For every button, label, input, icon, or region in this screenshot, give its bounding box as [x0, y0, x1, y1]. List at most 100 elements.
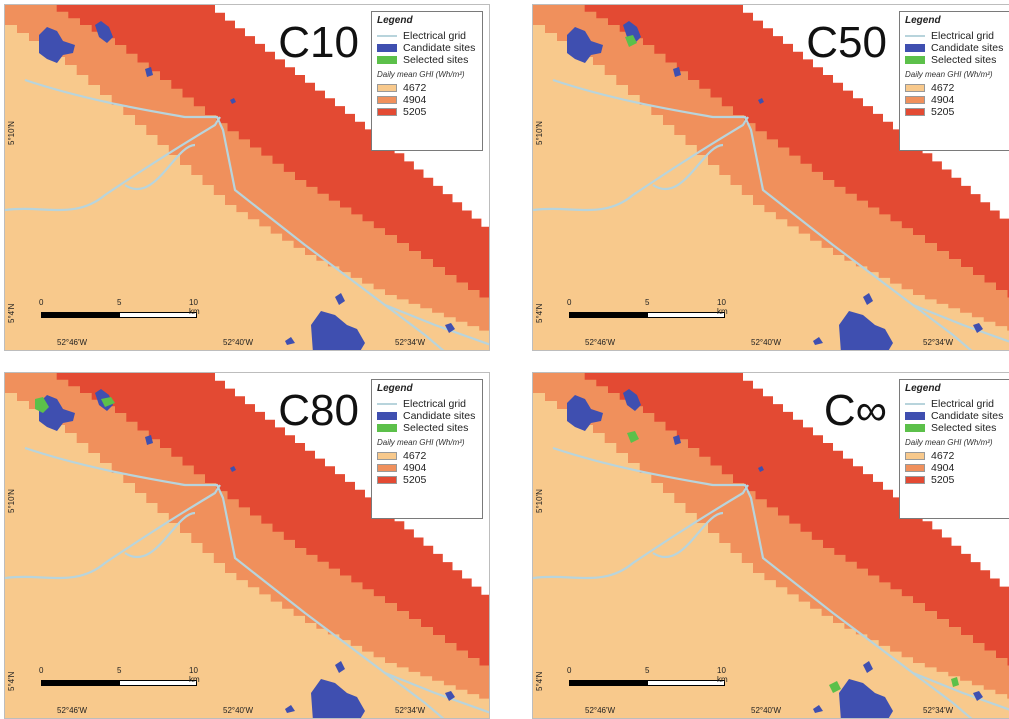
electrical-grid-line [652, 143, 724, 190]
electrical-grid-line [912, 672, 973, 718]
legend-title: Legend [377, 383, 413, 394]
scale-bar-tick: 10 km [189, 666, 200, 684]
legend-item: Electrical grid [905, 30, 1005, 42]
longitude-label: 52°34'W [395, 706, 426, 715]
legend-ghi-value: 4904 [931, 462, 955, 474]
legend-item-label: Candidate sites [403, 410, 476, 422]
candidate-site [145, 435, 153, 445]
candidate-site [567, 27, 603, 63]
legend-ghi-value: 4672 [931, 450, 955, 462]
candidate-site [623, 389, 641, 411]
latitude-label: 5°4'N [7, 671, 16, 691]
scale-bar-segment [647, 680, 725, 686]
legend-swatch [377, 35, 397, 37]
candidate-site [95, 21, 113, 43]
electrical-grid-line [384, 672, 445, 718]
scale-bar-segment [119, 312, 197, 318]
legend-swatch [377, 476, 397, 484]
candidate-site [567, 395, 603, 431]
selected-site [35, 397, 49, 413]
scale-bar-tick: 10 km [717, 298, 728, 316]
electrical-grid-line [124, 143, 196, 190]
candidate-site [673, 435, 681, 445]
legend-item: Candidate sites [905, 42, 1005, 54]
latitude-label: 5°4'N [7, 303, 16, 323]
candidate-site [813, 705, 823, 713]
map-panel-c10: C10 Legend Electrical grid Candidate sites S… [4, 4, 490, 351]
selected-site [627, 431, 639, 443]
legend-swatch [905, 84, 925, 92]
legend-swatch [377, 84, 397, 92]
legend-ghi-class: 4672 [377, 450, 477, 462]
map-panel-c80: C80 Legend Electrical grid Candidate sites S… [4, 372, 490, 719]
candidate-site [285, 337, 295, 345]
legend-swatch [905, 412, 925, 420]
candidate-site [230, 98, 236, 104]
legend-ghi-value: 4672 [403, 82, 427, 94]
candidate-site [623, 21, 641, 43]
legend-subtitle: Daily mean GHI (Wh/m²) [377, 70, 465, 79]
legend-ghi-value: 5205 [931, 474, 955, 486]
longitude-label: 52°40'W [751, 338, 782, 347]
legend-swatch [377, 424, 397, 432]
legend-swatch [377, 452, 397, 460]
legend-item-label: Selected sites [403, 54, 469, 66]
scale-bar-tick: 0 [39, 298, 44, 307]
scenario-label: C10 [278, 18, 359, 67]
candidate-site [673, 67, 681, 77]
electrical-grid-line [24, 78, 489, 346]
longitude-label: 52°34'W [923, 338, 954, 347]
legend-box: Legend Electrical grid Candidate sites Sele… [899, 11, 1009, 151]
legend-item-label: Candidate sites [931, 42, 1004, 54]
legend-item: Electrical grid [905, 398, 1005, 410]
legend-box: Legend Electrical grid Candidate sites Sele… [371, 11, 483, 151]
scale-bar-tick: 5 [117, 298, 122, 307]
legend-swatch [377, 412, 397, 420]
candidate-site [39, 395, 75, 431]
map-panel-cinf: C∞ Legend Electrical grid Candidate sites Se… [532, 372, 1009, 719]
legend-swatch [377, 56, 397, 64]
candidate-site [335, 293, 345, 305]
scale-bar: 0 5 10 km [37, 298, 200, 322]
legend-ghi-value: 4904 [403, 94, 427, 106]
selected-site [829, 681, 841, 693]
scale-bar-segment [41, 312, 119, 318]
electrical-grid-line [652, 511, 724, 558]
electrical-grid-line [912, 304, 973, 350]
legend-ghi-class: 5205 [905, 474, 1005, 486]
scale-bar: 0 5 10 km [565, 298, 728, 322]
scenario-label: C50 [806, 18, 887, 67]
latitude-label: 5°10'N [7, 489, 16, 513]
candidate-site [311, 311, 365, 350]
legend-ghi-class: 4904 [905, 94, 1005, 106]
legend-item: Selected sites [377, 54, 477, 66]
candidate-site [311, 679, 365, 718]
scale-bar-tick: 10 km [717, 666, 728, 684]
legend-swatch [905, 452, 925, 460]
electrical-grid-line [5, 116, 221, 212]
scenario-label: C∞ [823, 386, 887, 435]
scale-bar: 0 5 10 km [565, 666, 728, 690]
legend-item-label: Electrical grid [403, 398, 467, 410]
legend-ghi-value: 4672 [931, 82, 955, 94]
legend-item: Electrical grid [377, 398, 477, 410]
candidate-site [863, 293, 873, 305]
legend-box: Legend Electrical grid Candidate sites Sele… [899, 379, 1009, 519]
legend-subtitle: Daily mean GHI (Wh/m²) [905, 438, 993, 447]
scenario-label: C80 [278, 386, 359, 435]
candidate-site [145, 67, 153, 77]
selected-site [625, 35, 637, 47]
legend-ghi-value: 4904 [403, 462, 427, 474]
legend-ghi-class: 4904 [377, 462, 477, 474]
scale-bar-tick: 10 km [189, 298, 200, 316]
legend-title: Legend [377, 15, 413, 26]
candidate-site [758, 98, 764, 104]
scale-bar-segment [647, 312, 725, 318]
legend-swatch [905, 96, 925, 104]
legend-swatch [905, 108, 925, 116]
latitude-label: 5°10'N [535, 489, 544, 513]
legend-item-label: Electrical grid [403, 30, 467, 42]
legend-item-label: Candidate sites [403, 42, 476, 54]
scale-bar-segment [119, 680, 197, 686]
longitude-label: 52°34'W [395, 338, 426, 347]
